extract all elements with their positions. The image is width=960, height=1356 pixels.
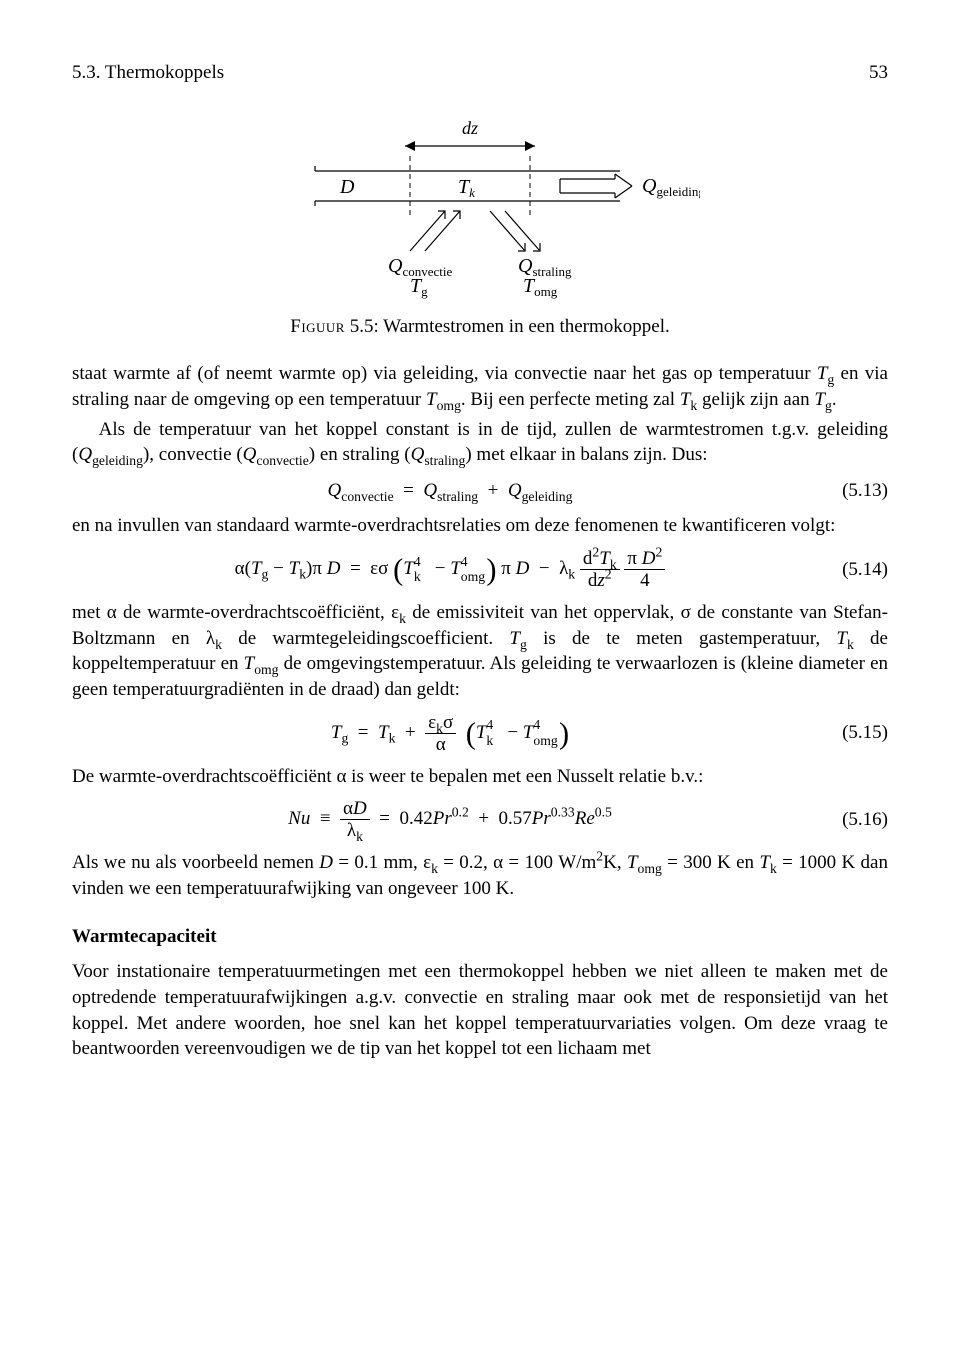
- paragraph-1: staat warmte af (of neemt warmte op) via…: [72, 361, 888, 412]
- subsection-heading: Warmtecapaciteit: [72, 924, 888, 950]
- svg-text:dz: dz: [462, 118, 478, 138]
- header-section: 5.3. Thermokoppels: [72, 60, 224, 86]
- equation-5-15: Tg = Tk + εkσα (T4k − T4omg ) (5.15): [72, 713, 888, 754]
- figure-caption-prefix: Figuur: [290, 316, 345, 337]
- equation-5-16: Nu ≡ αDλk = 0.42Pr0.2 + 0.57Pr0.33Re0.5 …: [72, 799, 888, 840]
- figure-5-5: dz D Tk Qgeleiding Qconvectie: [72, 116, 888, 306]
- equation-5-13: Qconvectie = Qstraling + Qgeleiding (5.1…: [72, 478, 888, 504]
- paragraph-2: Als de temperatuur van het koppel consta…: [72, 417, 888, 468]
- equation-5-14: α(Tg − Tk)π D = εσ (T4k − T4omg ) π D − …: [72, 549, 888, 590]
- figure-caption-text: 5.5: Warmtestromen in een thermokoppel.: [345, 316, 670, 337]
- paragraph-7: Voor instationaire temperatuurmetingen m…: [72, 959, 888, 1062]
- svg-text:Tk: Tk: [458, 176, 475, 200]
- thermocouple-diagram: dz D Tk Qgeleiding Qconvectie: [260, 116, 700, 306]
- paragraph-5: De warmte-overdrachtscoëfficiënt α is we…: [72, 764, 888, 790]
- running-header: 5.3. Thermokoppels 53: [72, 60, 888, 86]
- paragraph-4: met α de warmte-overdrachtscoëfficiënt, …: [72, 600, 888, 703]
- figure-caption: Figuur 5.5: Warmtestromen in een thermok…: [72, 314, 888, 340]
- svg-text:D: D: [339, 176, 355, 198]
- header-page-number: 53: [869, 60, 888, 86]
- svg-text:Qgeleiding: Qgeleiding: [642, 175, 700, 199]
- paragraph-3: en na invullen van standaard warmte-over…: [72, 513, 888, 539]
- paragraph-6: Als we nu als voorbeeld nemen D = 0.1 mm…: [72, 850, 888, 901]
